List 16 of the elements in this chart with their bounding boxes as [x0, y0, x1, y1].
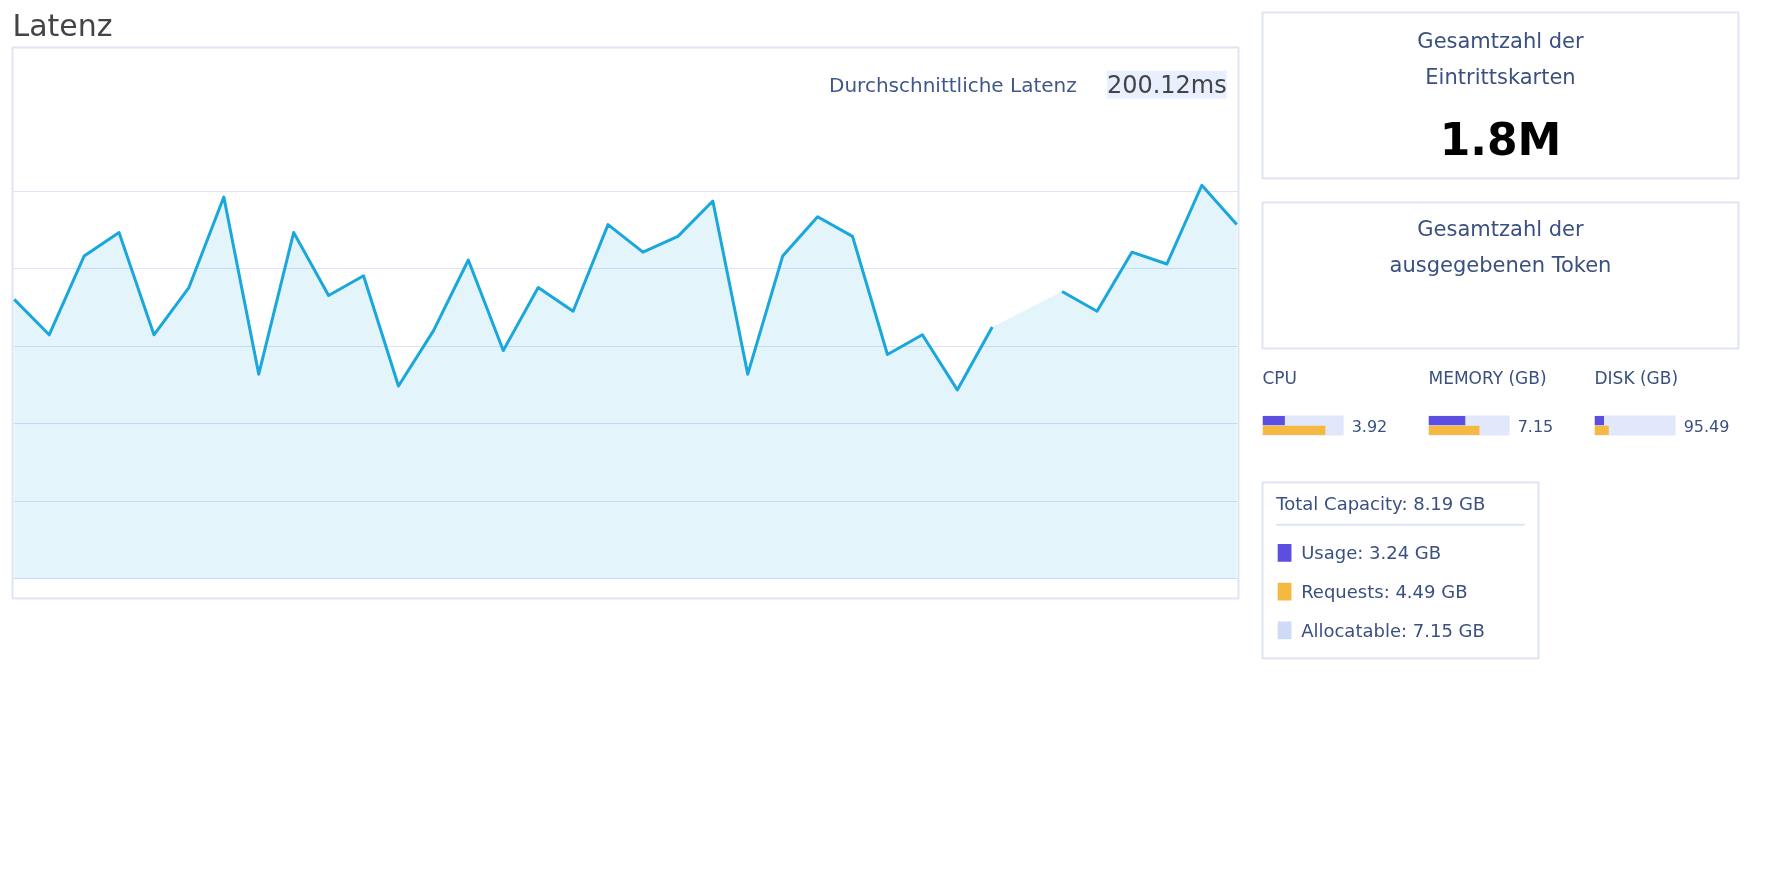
- text: Gesamtzahl der ausgegebenen Token: [1389, 217, 1612, 278]
- chart-title: MEMORY (GB): [1428, 367, 1547, 388]
- text: Gesamtzahl der Eintrittskarten: [1417, 29, 1585, 90]
- chart-title: CPU: [1262, 367, 1298, 388]
- legend-label: Allocatable: 7.15 GB: [1301, 619, 1485, 641]
- text: 200.12ms: [1106, 70, 1227, 99]
- legend-label: Requests: 4.49 GB: [1301, 581, 1468, 603]
- data-label: 7.15: [1517, 416, 1554, 436]
- legend-label: Usage: 3.24 GB: [1301, 542, 1442, 564]
- data-label: 3.92: [1351, 416, 1388, 436]
- text: Total Capacity: 8.19 GB: [1275, 493, 1486, 515]
- chart-title: DISK (GB): [1594, 367, 1679, 388]
- text: 1.8M: [1439, 114, 1562, 166]
- chart-title: Latenz: [12, 7, 113, 43]
- text: Durchschnittliche Latenz: [829, 72, 1077, 97]
- data-label: 95.49: [1683, 416, 1730, 436]
